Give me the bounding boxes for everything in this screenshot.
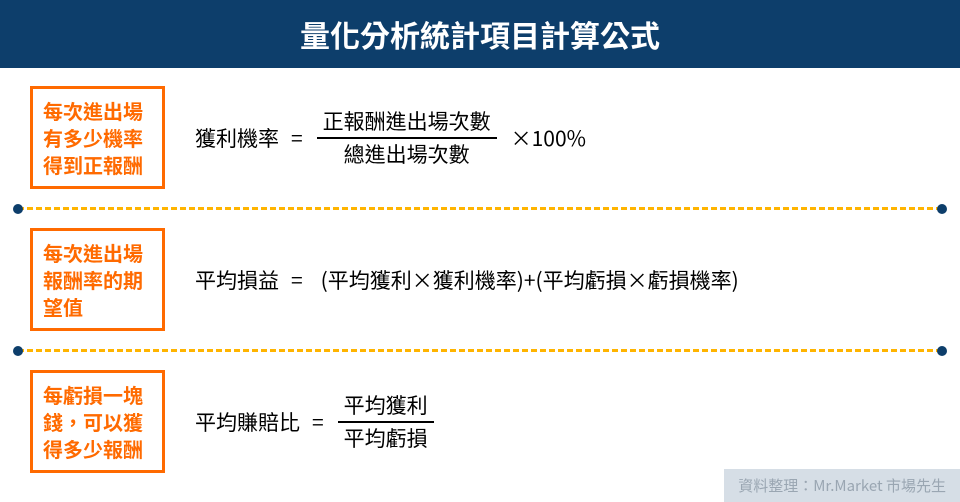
fraction-denominator: 平均虧損	[338, 423, 434, 451]
formula-rhs: (平均獲利×獲利機率)+(平均虧損×虧損機率)	[321, 265, 739, 295]
formula-lhs: 平均損益	[195, 265, 279, 295]
tag-line: 得多少報酬	[43, 435, 152, 462]
header-bar: 量化分析統計項目計算公式	[0, 0, 960, 68]
credit-bar: 資料整理：Mr.Market 市場先生	[724, 469, 960, 502]
divider-dot-left	[13, 346, 23, 356]
divider	[0, 207, 960, 210]
tag-line: 每次進出場	[43, 239, 152, 266]
equals-sign: =	[312, 407, 324, 437]
divider-dot-right	[937, 204, 947, 214]
tag-box: 每虧損一塊錢，可以獲得多少報酬	[30, 370, 165, 473]
formula: 獲利機率 = 正報酬進出場次數總進出場次數 ×100%	[195, 108, 586, 167]
tag-line: 錢，可以獲	[43, 408, 152, 435]
content-area: 每次進出場有多少機率得到正報酬獲利機率=正報酬進出場次數總進出場次數×100%每…	[0, 68, 960, 491]
fraction-numerator: 正報酬進出場次數	[317, 108, 497, 136]
tag-box: 每次進出場有多少機率得到正報酬	[30, 86, 165, 189]
formula-tail: ×100%	[511, 123, 586, 153]
divider-dot-left	[13, 204, 23, 214]
tag-line: 有多少機率	[43, 124, 152, 151]
fraction: 平均獲利平均虧損	[338, 392, 434, 451]
tag-line: 報酬率的期	[43, 266, 152, 293]
divider	[0, 349, 960, 352]
formula-lhs: 獲利機率	[195, 123, 279, 153]
formula-lhs: 平均賺賠比	[195, 407, 300, 437]
tag-line: 望值	[43, 293, 152, 320]
formula-row: 每次進出場報酬率的期望值平均損益=(平均獲利×獲利機率)+(平均虧損×虧損機率)	[0, 210, 960, 349]
header-title: 量化分析統計項目計算公式	[300, 12, 660, 56]
equals-sign: =	[291, 265, 303, 295]
formula: 平均損益 = (平均獲利×獲利機率)+(平均虧損×虧損機率)	[195, 265, 739, 295]
fraction-denominator: 總進出場次數	[338, 139, 476, 167]
formula-row: 每次進出場有多少機率得到正報酬獲利機率=正報酬進出場次數總進出場次數×100%	[0, 68, 960, 207]
fraction: 正報酬進出場次數總進出場次數	[317, 108, 497, 167]
formula: 平均賺賠比 = 平均獲利平均虧損	[195, 392, 442, 451]
credit-text: 資料整理：Mr.Market 市場先生	[738, 475, 946, 496]
tag-line: 每虧損一塊	[43, 381, 152, 408]
divider-dot-right	[937, 346, 947, 356]
tag-line: 得到正報酬	[43, 151, 152, 178]
tag-line: 每次進出場	[43, 97, 152, 124]
tag-box: 每次進出場報酬率的期望值	[30, 228, 165, 331]
fraction-numerator: 平均獲利	[338, 392, 434, 420]
equals-sign: =	[291, 123, 303, 153]
